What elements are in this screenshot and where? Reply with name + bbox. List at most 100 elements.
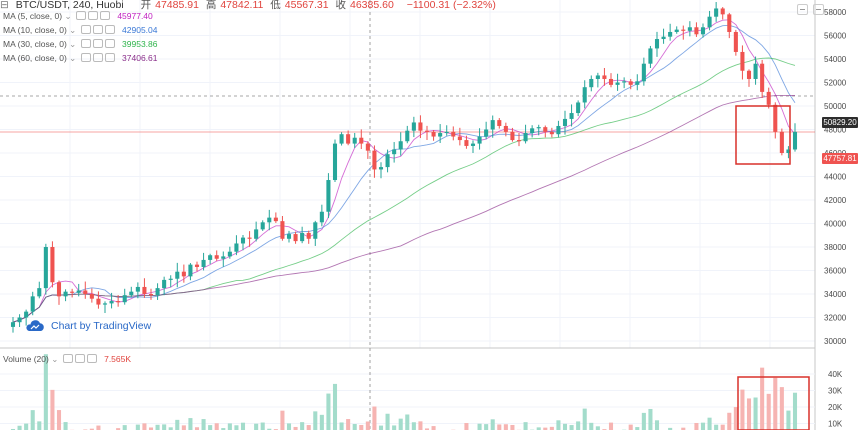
candle-body (201, 259, 206, 267)
candle-body (122, 295, 127, 303)
candle-body (779, 131, 784, 153)
indicator-ma10[interactable]: MA (10, close, 0) ⌄ 42905.04 (3, 24, 157, 37)
gear-icon[interactable] (92, 39, 103, 48)
volume-bar (208, 425, 213, 430)
candle-body (536, 127, 541, 129)
candle-body (56, 282, 62, 297)
volume-bar (37, 421, 42, 430)
indicator-ma30[interactable]: MA (30, close, 0) ⌄ 39953.86 (3, 38, 157, 51)
symbol-title[interactable]: BTC/USDT, 240, Huobi (15, 0, 124, 11)
candle-body (766, 91, 771, 105)
indicator-ma5[interactable]: MA (5, close, 0) ⌄ 45977.40 (3, 10, 153, 23)
volume-bar (562, 423, 568, 430)
candle-body (96, 298, 101, 305)
gear-icon[interactable] (74, 354, 85, 363)
indicator-ma60[interactable]: MA (60, close, 0) ⌄ 37406.61 (3, 52, 157, 65)
high-value: 47842.11 (220, 0, 264, 11)
price-axis-tick: 40000 (824, 220, 847, 229)
candle-body (260, 222, 265, 230)
candle-body (30, 296, 35, 312)
volume-bar (727, 412, 732, 430)
candle-body (214, 255, 219, 259)
candle-body (181, 271, 186, 277)
price-axis-tick: 50000 (824, 102, 847, 111)
close-icon[interactable] (99, 11, 110, 20)
candle-body (240, 237, 246, 244)
volume-bar (392, 425, 397, 430)
volume-bar (582, 408, 587, 430)
change-value: −1100.31 (−2.32%) (406, 0, 496, 11)
candle-body (326, 180, 331, 212)
eye-icon[interactable] (80, 39, 91, 48)
volume-bar (148, 427, 154, 430)
eye-icon[interactable] (62, 354, 73, 363)
chevron-down-icon[interactable]: ⌄ (64, 11, 72, 21)
indicator-label: MA (5, close, 0) (3, 11, 63, 21)
volume-bar (24, 423, 29, 430)
volume-bar (477, 423, 482, 430)
candle-body (424, 130, 430, 132)
gear-icon[interactable] (87, 11, 98, 20)
volume-bar (773, 377, 778, 430)
volume-bar (411, 422, 416, 430)
close-icon[interactable] (104, 53, 115, 62)
price-axis-tick: 36000 (824, 267, 847, 276)
candle-body (50, 247, 55, 283)
volume-bar (214, 423, 219, 430)
maximize-pane-icon[interactable] (813, 4, 824, 15)
close-icon[interactable] (86, 354, 97, 363)
volume-bar (490, 419, 495, 430)
gear-icon[interactable] (92, 25, 103, 34)
volume-bar (418, 421, 423, 430)
highlight-box-volume (737, 376, 810, 430)
candle-body (668, 31, 673, 37)
eye-icon[interactable] (75, 11, 86, 20)
candle-body (148, 294, 154, 296)
tradingview-branding[interactable]: Chart by TradingView (25, 320, 151, 332)
candle-body (516, 140, 522, 142)
volume-bar (700, 422, 706, 430)
volume-indicator[interactable]: Volume (20) ⌄ 7.565K (3, 354, 131, 365)
volume-bar (293, 426, 298, 430)
close-icon[interactable] (104, 25, 115, 34)
candle-body (76, 290, 81, 293)
candle-body (464, 140, 469, 146)
chevron-down-icon[interactable]: ⌄ (69, 53, 77, 63)
candle-body (753, 63, 758, 79)
close-icon[interactable] (104, 39, 115, 48)
candle-body (530, 128, 535, 134)
volume-bar (549, 426, 554, 430)
collapse-icon[interactable]: ⊟ (0, 0, 9, 11)
chevron-down-icon[interactable]: ⌄ (69, 25, 77, 35)
volume-label: Volume (20) (3, 354, 49, 364)
chevron-down-icon[interactable]: ⌄ (51, 354, 59, 364)
volume-bar (339, 422, 344, 430)
gear-icon[interactable] (92, 53, 103, 62)
volume-bar (142, 423, 147, 430)
candle-body (562, 118, 568, 126)
last-price-badge: 47757.81 (822, 153, 858, 164)
volume-bar (365, 421, 370, 430)
candle-body (438, 133, 443, 137)
volume-bar (181, 425, 186, 430)
eye-icon[interactable] (80, 25, 91, 34)
candle-body (733, 31, 738, 52)
candle-body (247, 237, 252, 239)
volume-bar (201, 419, 206, 430)
volume-bar (116, 428, 121, 430)
price-axis-tick: 44000 (824, 173, 847, 182)
minimize-pane-icon[interactable] (797, 4, 808, 15)
volume-bar (43, 354, 48, 430)
candle-body (221, 256, 226, 259)
volume-bar (707, 417, 712, 430)
chevron-down-icon[interactable]: ⌄ (69, 39, 77, 49)
price-axis-tick: 54000 (824, 55, 847, 64)
eye-icon[interactable] (80, 53, 91, 62)
volume-bar (760, 367, 765, 430)
candle-body (280, 221, 285, 239)
candle-body (346, 134, 351, 144)
volume-bar (89, 428, 94, 430)
volume-bar (786, 410, 791, 430)
volume-bar (175, 419, 180, 430)
